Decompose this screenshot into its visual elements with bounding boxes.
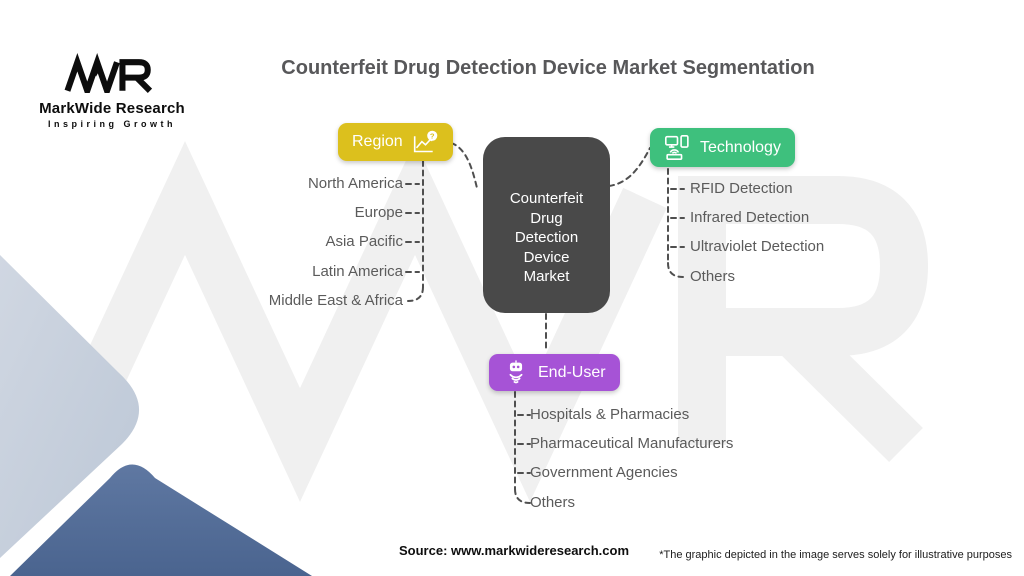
segment-item-region: Latin America — [312, 263, 403, 280]
segment-item-end-user: Others — [530, 494, 576, 511]
center-market-node: Counterfeit Drug Detection Device Market — [483, 137, 610, 313]
corner-shape-blue — [10, 464, 312, 576]
branch-tag-technology: Technology — [650, 128, 795, 167]
segment-item-technology: Ultraviolet Detection — [690, 238, 825, 255]
mwr-logo-icon — [64, 52, 153, 101]
segment-item-end-user: Government Agencies — [530, 464, 678, 481]
segment-item-region: Asia Pacific — [325, 233, 403, 250]
center-line: Device — [523, 248, 570, 266]
center-line: Counterfeit — [509, 190, 584, 208]
user-signal-icon — [509, 359, 523, 383]
center-line: Market — [523, 268, 570, 286]
segment-item-end-user: Pharmaceutical Manufacturers — [530, 435, 734, 452]
center-line: Drug — [530, 209, 563, 227]
corner-shape-light — [0, 255, 140, 558]
segment-item-technology: Infrared Detection — [690, 209, 810, 226]
segment-item-end-user: Hospitals & Pharmacies — [530, 406, 690, 423]
segment-item-technology: Others — [690, 268, 736, 285]
segment-item-region: North America — [307, 175, 403, 192]
map-chart-question-icon: ? — [413, 130, 437, 152]
page-title: Counterfeit Drug Detection Device Market… — [281, 57, 815, 79]
disclaimer-text: *The graphic depicted in the image serve… — [659, 549, 1012, 561]
branch-tag-region: Region ? — [338, 123, 453, 161]
branch-tag-end-user: End-User — [489, 354, 620, 391]
segment-item-region: Europe — [354, 204, 403, 221]
branch-label: End-User — [538, 363, 606, 381]
center-line: Detection — [514, 229, 579, 247]
segment-item-technology: RFID Detection — [690, 180, 793, 197]
brand-tagline: Inspiring Growth — [48, 119, 176, 129]
branch-label: Technology — [700, 138, 781, 156]
brand-name: MarkWide Research — [39, 100, 185, 117]
source-text: Source: www.markwideresearch.com — [399, 543, 630, 558]
segment-item-region: Middle East & Africa — [268, 292, 403, 309]
branch-label: Region — [352, 133, 403, 150]
devices-network-icon — [664, 134, 689, 161]
markwide-logo: MarkWide Research Inspiring Growth — [33, 38, 191, 129]
svg-text:?: ? — [430, 131, 435, 140]
